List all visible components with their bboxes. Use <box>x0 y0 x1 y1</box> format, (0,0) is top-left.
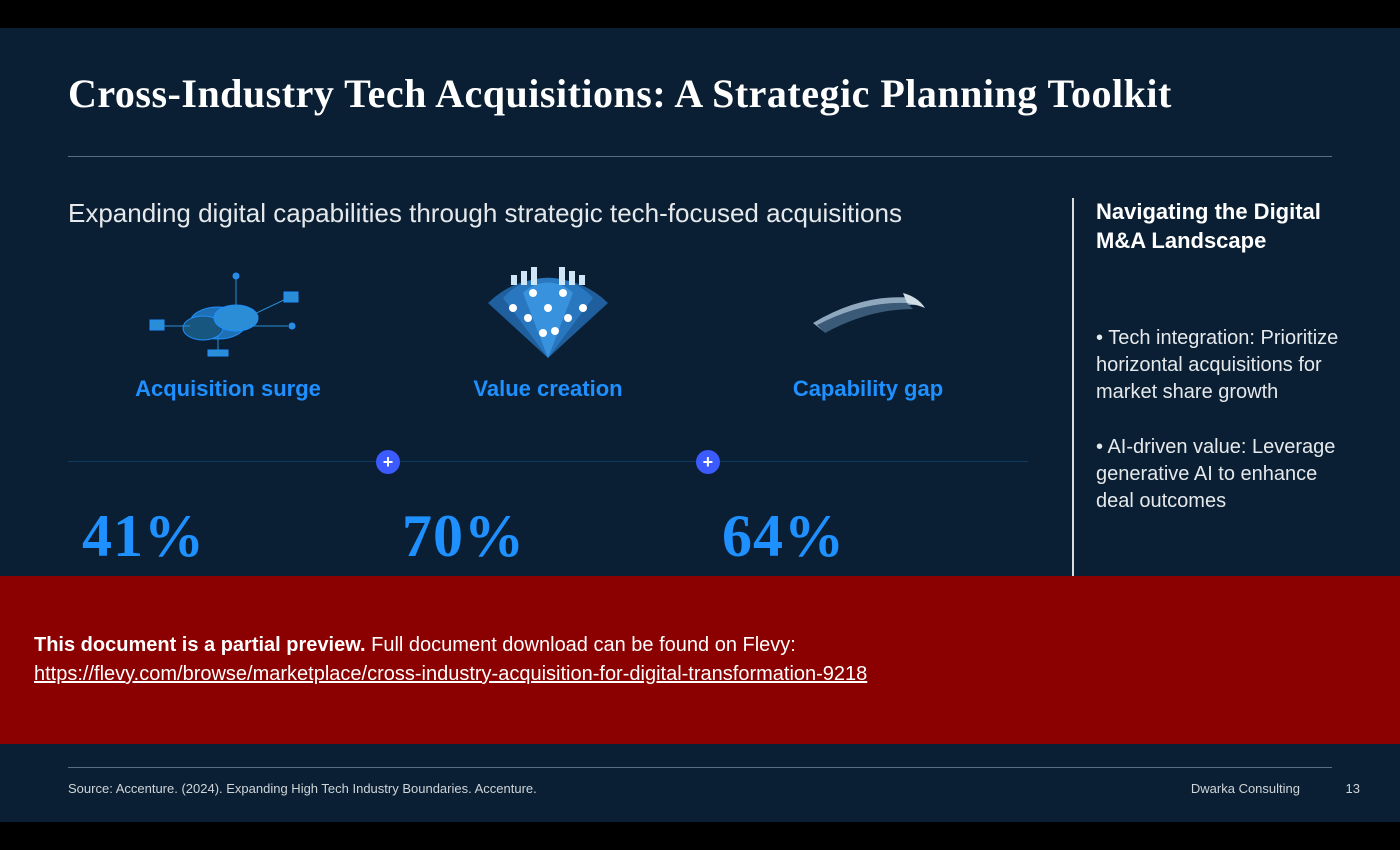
page-title: Cross-Industry Tech Acquisitions: A Stra… <box>68 70 1172 117</box>
cloud-network-icon <box>68 258 388 368</box>
footer-source: Source: Accenture. (2024). Expanding Hig… <box>68 781 537 796</box>
footer-brand: Dwarka Consulting <box>1191 781 1300 796</box>
column-capability-gap: Capability gap <box>708 258 1028 402</box>
preview-banner: This document is a partial preview. Full… <box>0 576 1400 744</box>
stats-row: 41% 70% 64% <box>68 502 1028 571</box>
divider-row: + + <box>68 450 1028 474</box>
subtitle: Expanding digital capabilities through s… <box>68 198 902 229</box>
sidebar-title: Navigating the Digital M&A Landscape <box>1096 198 1352 255</box>
column-acquisition-surge: Acquisition surge <box>68 258 388 402</box>
capability-streak-icon <box>708 258 1028 368</box>
preview-lead-line: This document is a partial preview. Full… <box>34 631 1400 660</box>
plus-icon: + <box>696 450 720 474</box>
slide: Cross-Industry Tech Acquisitions: A Stra… <box>0 28 1400 822</box>
column-label: Capability gap <box>708 376 1028 402</box>
sidebar-bullet: • AI-driven value: Leverage generative A… <box>1096 434 1352 515</box>
divider-line <box>68 461 1028 462</box>
column-label: Acquisition surge <box>68 376 388 402</box>
plus-icon: + <box>376 450 400 474</box>
preview-link[interactable]: https://flevy.com/browse/marketplace/cro… <box>34 660 1400 689</box>
stat-capability-gap: 64% <box>708 502 1028 571</box>
sidebar-bullet: • Tech integration: Prioritize horizonta… <box>1096 325 1352 406</box>
preview-lead-rest: Full document download can be found on F… <box>366 634 796 656</box>
footer-rule <box>68 767 1332 768</box>
main-content: Acquisition surge <box>68 258 1028 598</box>
sidebar: Navigating the Digital M&A Landscape • T… <box>1072 198 1352 598</box>
preview-lead-bold: This document is a partial preview. <box>34 634 366 656</box>
stat-value: 41% <box>82 503 205 569</box>
network-fan-icon <box>388 258 708 368</box>
columns-row: Acquisition surge <box>68 258 1028 402</box>
footer-page-number: 13 <box>1346 781 1360 796</box>
stat-value: 70% <box>402 503 525 569</box>
stat-value-creation: 70% <box>388 502 708 571</box>
column-label: Value creation <box>388 376 708 402</box>
title-rule <box>68 156 1332 157</box>
column-value-creation: Value creation <box>388 258 708 402</box>
stat-acquisition-surge: 41% <box>68 502 388 571</box>
stat-value: 64% <box>722 503 845 569</box>
